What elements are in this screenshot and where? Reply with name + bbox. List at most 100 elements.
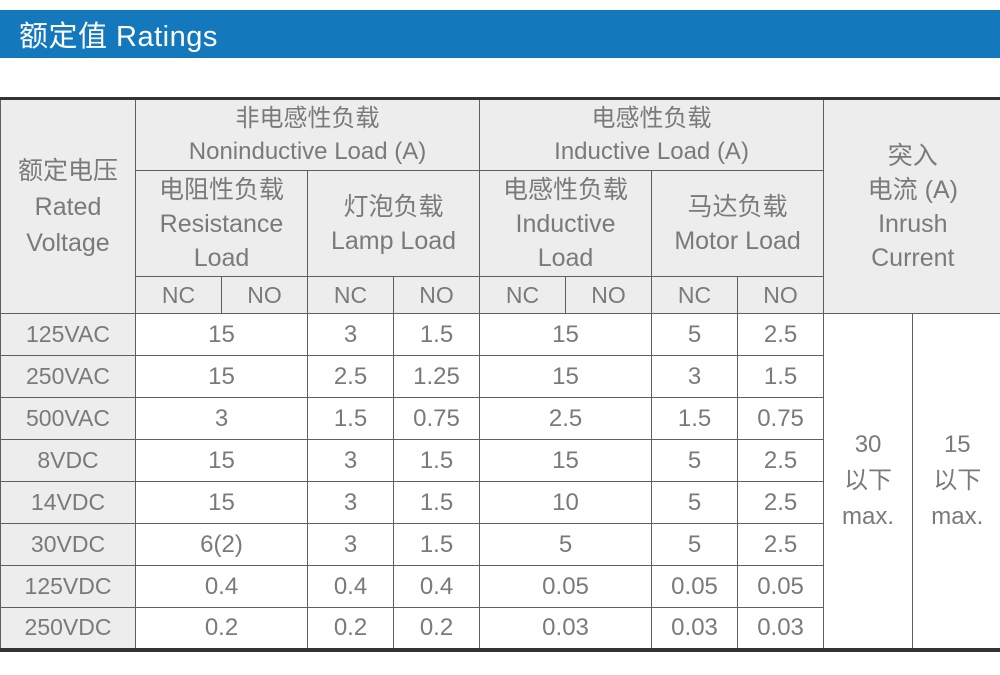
contact-type-header: NC [652, 277, 738, 314]
lamp-nc-value: 3 [308, 524, 394, 566]
lamp-nc-value: 0.4 [308, 566, 394, 608]
motor-no-value: 1.5 [738, 356, 824, 398]
voltage-cell: 250VDC [1, 608, 136, 650]
inductive-load-value: 2.5 [480, 398, 652, 440]
inductive-load-group-header: 电感性负载 Inductive Load (A) [480, 99, 824, 171]
motor-no-value: 0.03 [738, 608, 824, 650]
inductive-load-header: 电感性负载 Inductive Load [480, 171, 652, 277]
motor-zh: 马达负载 [652, 190, 823, 224]
lamp-no-value: 0.2 [394, 608, 480, 650]
title-bar: 额定值 Ratings [0, 10, 1000, 58]
lamp-nc-value: 3 [308, 314, 394, 356]
header-row-groups: 额定电压 Rated Voltage 非电感性负载 Noninductive L… [1, 99, 1000, 171]
inrush-limit-value: 15 [913, 427, 1000, 463]
inrush-limit-zh: 以下 [824, 463, 912, 499]
ratings-table: 额定电压 Rated Voltage 非电感性负载 Noninductive L… [0, 97, 1000, 652]
motor-load-header: 马达负载 Motor Load [652, 171, 824, 277]
voltage-cell: 8VDC [1, 440, 136, 482]
resistance-en2: Load [136, 241, 307, 275]
inductive-load-value: 15 [480, 440, 652, 482]
motor-nc-value: 3 [652, 356, 738, 398]
lamp-nc-value: 3 [308, 482, 394, 524]
motor-nc-value: 5 [652, 314, 738, 356]
lamp-nc-value: 1.5 [308, 398, 394, 440]
inrush-current-header: 突入 电流 (A) Inrush Current [824, 99, 1000, 314]
resistance-en1: Resistance [136, 207, 307, 241]
lamp-no-value: 0.4 [394, 566, 480, 608]
resistance-load-value: 15 [136, 482, 308, 524]
noninductive-zh: 非电感性负载 [136, 102, 479, 135]
lamp-nc-value: 0.2 [308, 608, 394, 650]
inrush-zh2: 电流 (A) [824, 173, 1000, 207]
rated-voltage-en1: Rated [1, 189, 135, 225]
motor-nc-value: 5 [652, 440, 738, 482]
lamp-load-header: 灯泡负载 Lamp Load [308, 171, 480, 277]
motor-nc-value: 0.05 [652, 566, 738, 608]
inductive-en2: Load [480, 241, 651, 275]
motor-nc-value: 0.03 [652, 608, 738, 650]
voltage-cell: 250VAC [1, 356, 136, 398]
lamp-zh: 灯泡负载 [308, 190, 479, 224]
rated-voltage-zh: 额定电压 [1, 153, 135, 189]
resistance-load-value: 3 [136, 398, 308, 440]
resistance-zh: 电阻性负载 [136, 173, 307, 207]
inrush-en1: Inrush [824, 207, 1000, 241]
motor-nc-value: 5 [652, 482, 738, 524]
contact-type-header: NC [136, 277, 222, 314]
resistance-load-value: 0.2 [136, 608, 308, 650]
lamp-no-value: 1.5 [394, 314, 480, 356]
inrush-limit-zh: 以下 [913, 463, 1000, 499]
inductive-load-value: 0.05 [480, 566, 652, 608]
inductive-load-value: 10 [480, 482, 652, 524]
inrush-limit-value: 30 [824, 427, 912, 463]
contact-type-header: NO [222, 277, 308, 314]
voltage-cell: 125VAC [1, 314, 136, 356]
resistance-load-value: 0.4 [136, 566, 308, 608]
motor-no-value: 0.05 [738, 566, 824, 608]
page-title: 额定值 Ratings [19, 13, 218, 55]
inductive-load-value: 15 [480, 314, 652, 356]
lamp-nc-value: 3 [308, 440, 394, 482]
inductive-load-value: 15 [480, 356, 652, 398]
noninductive-load-group-header: 非电感性负载 Noninductive Load (A) [136, 99, 480, 171]
inductive-load-value: 0.03 [480, 608, 652, 650]
inductive-zh: 电感性负载 [480, 173, 651, 207]
motor-no-value: 2.5 [738, 482, 824, 524]
contact-type-header: NO [566, 277, 652, 314]
voltage-cell: 500VAC [1, 398, 136, 440]
inrush-limit-cell: 15 以下 max. [913, 314, 1000, 650]
lamp-no-value: 1.25 [394, 356, 480, 398]
motor-no-value: 0.75 [738, 398, 824, 440]
lamp-no-value: 1.5 [394, 524, 480, 566]
contact-type-header: NC [308, 277, 394, 314]
motor-en: Motor Load [652, 224, 823, 258]
inrush-zh1: 突入 [824, 139, 1000, 173]
table-row: 125VAC 15 3 1.5 15 5 2.5 30 以下 max. 15 以… [1, 314, 1000, 356]
contact-type-header: NO [738, 277, 824, 314]
motor-no-value: 2.5 [738, 524, 824, 566]
contact-type-header: NO [394, 277, 480, 314]
inductive-group-zh: 电感性负载 [480, 102, 823, 135]
inrush-en2: Current [824, 241, 1000, 275]
resistance-load-value: 6(2) [136, 524, 308, 566]
motor-nc-value: 1.5 [652, 398, 738, 440]
rated-voltage-en2: Voltage [1, 225, 135, 261]
resistance-load-value: 15 [136, 440, 308, 482]
resistance-load-header: 电阻性负载 Resistance Load [136, 171, 308, 277]
voltage-cell: 125VDC [1, 566, 136, 608]
inrush-limit-en: max. [824, 499, 912, 535]
voltage-cell: 30VDC [1, 524, 136, 566]
lamp-no-value: 1.5 [394, 482, 480, 524]
motor-no-value: 2.5 [738, 440, 824, 482]
motor-no-value: 2.5 [738, 314, 824, 356]
inrush-limit-en: max. [913, 499, 1000, 535]
resistance-load-value: 15 [136, 314, 308, 356]
noninductive-en: Noninductive Load (A) [136, 135, 479, 168]
lamp-no-value: 0.75 [394, 398, 480, 440]
inductive-en1: Inductive [480, 207, 651, 241]
motor-nc-value: 5 [652, 524, 738, 566]
lamp-en: Lamp Load [308, 224, 479, 258]
inductive-load-value: 5 [480, 524, 652, 566]
inductive-group-en: Inductive Load (A) [480, 135, 823, 168]
lamp-nc-value: 2.5 [308, 356, 394, 398]
